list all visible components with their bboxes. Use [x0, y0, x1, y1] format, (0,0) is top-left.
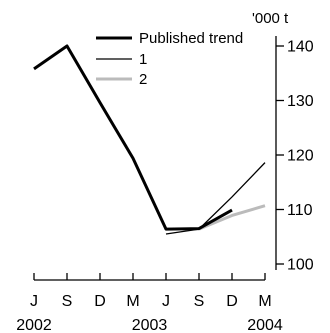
y-tick-label-2: 120 [287, 148, 314, 165]
axes-layer: 100 110 120 130 140 J S D M J S D M 2002 2003 2004 [16, 36, 314, 333]
x-tick-label-2: D [94, 293, 106, 310]
y-tick-label-3: 130 [287, 93, 314, 110]
x-tick-label-5: S [194, 293, 205, 310]
y-tick-label-4: 140 [287, 39, 314, 56]
legend-label-2: 2 [139, 71, 147, 88]
legend-layer: Published trend 1 2 [96, 30, 243, 88]
legend-label-1: 1 [139, 51, 147, 68]
series-line-2 [198, 204, 266, 231]
x-tick-label-3: M [126, 293, 139, 310]
y-axis-unit-label: '000 t [252, 10, 289, 27]
series-line-0 [33, 44, 233, 231]
y-tick-label-1: 110 [287, 202, 313, 219]
x-year-label-1: 2003 [132, 317, 168, 333]
x-tick-label-1: S [62, 293, 73, 310]
x-tick-label-4: J [162, 293, 170, 310]
x-tick-label-7: M [258, 293, 271, 310]
x-tick-label-0: J [30, 293, 38, 310]
series-line-1 [165, 162, 266, 235]
series-layer [33, 44, 266, 235]
x-year-label-2: 2004 [247, 317, 283, 333]
y-tick-label-0: 100 [287, 257, 314, 274]
x-year-label-0: 2002 [16, 317, 52, 333]
legend-label-0: Published trend [139, 30, 243, 47]
x-tick-label-6: D [226, 293, 238, 310]
